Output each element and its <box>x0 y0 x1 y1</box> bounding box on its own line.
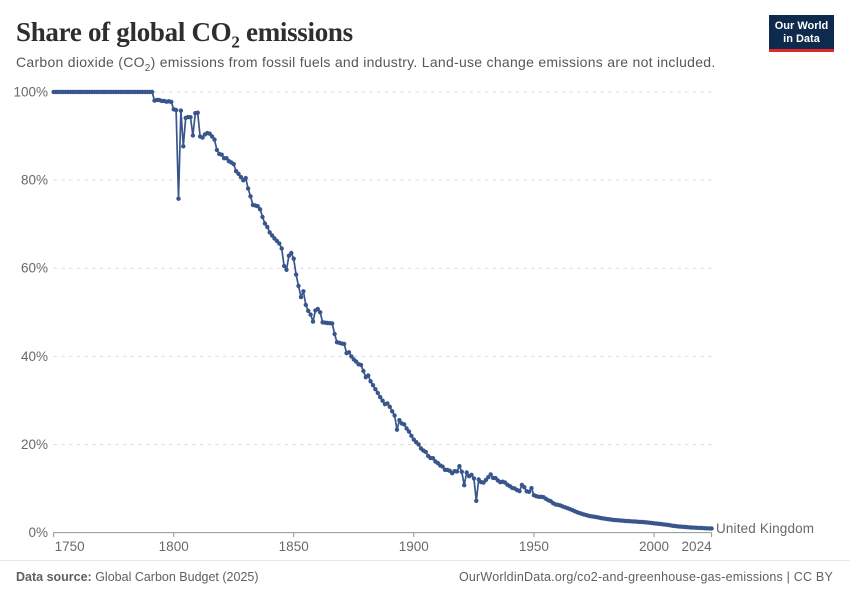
svg-text:0%: 0% <box>28 525 48 540</box>
svg-text:United Kingdom: United Kingdom <box>716 521 814 536</box>
svg-text:80%: 80% <box>21 173 48 188</box>
svg-text:1850: 1850 <box>279 539 309 554</box>
svg-text:20%: 20% <box>21 437 48 452</box>
svg-text:40%: 40% <box>21 349 48 364</box>
svg-text:2024: 2024 <box>682 539 713 554</box>
svg-text:1950: 1950 <box>519 539 549 554</box>
svg-text:1750: 1750 <box>55 539 85 554</box>
svg-text:2000: 2000 <box>639 539 669 554</box>
svg-text:100%: 100% <box>13 85 48 100</box>
svg-text:1800: 1800 <box>159 539 189 554</box>
svg-text:1900: 1900 <box>399 539 429 554</box>
svg-text:60%: 60% <box>21 261 48 276</box>
